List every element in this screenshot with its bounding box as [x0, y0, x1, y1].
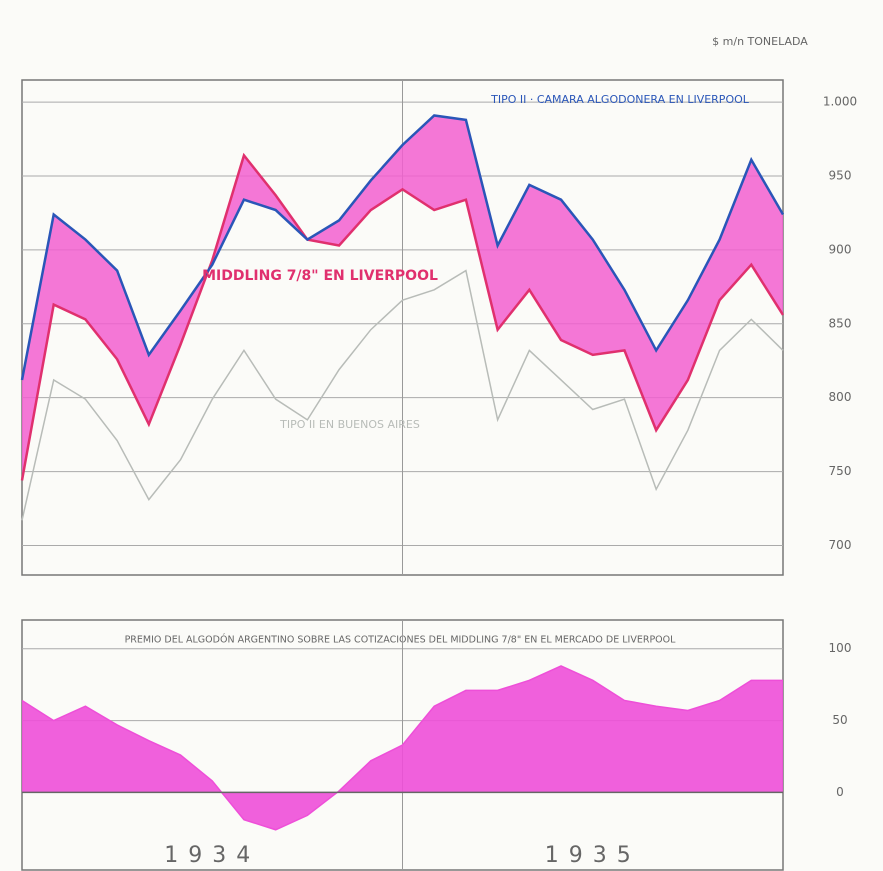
y-tick-label: 1.000: [823, 95, 857, 109]
y-tick-label: 750: [829, 464, 852, 478]
x-tick-label: 1934: [164, 843, 260, 868]
series-line: [20, 152, 785, 481]
y-axis-label: $ m/n TONELADA: [712, 35, 808, 48]
area-line: [21, 665, 783, 831]
legend-label: TIPO II · CAMARA ALGODONERA EN LIVERPOOL: [490, 93, 750, 106]
y-tick-label: 800: [829, 390, 852, 404]
series-line: [21, 269, 784, 521]
y-tick-label: 850: [829, 316, 852, 330]
y-tick-label: 100: [829, 641, 852, 655]
x-tick-label: 1935: [545, 843, 641, 868]
chart-title: PREMIO DEL ALGODÓN ARGENTINO SOBRE LAS C…: [125, 634, 677, 646]
legend-label: TIPO II EN BUENOS AIRES: [279, 418, 420, 431]
y-tick-label: 0: [836, 785, 844, 799]
legend-label: MIDDLING 7/8" EN LIVERPOOL: [202, 268, 438, 284]
y-tick-label: 950: [829, 169, 852, 183]
y-tick-label: 50: [832, 713, 847, 727]
y-tick-label: 900: [829, 242, 852, 256]
y-tick-label: 700: [829, 538, 852, 552]
area: [22, 665, 783, 830]
series-line: [20, 114, 785, 381]
